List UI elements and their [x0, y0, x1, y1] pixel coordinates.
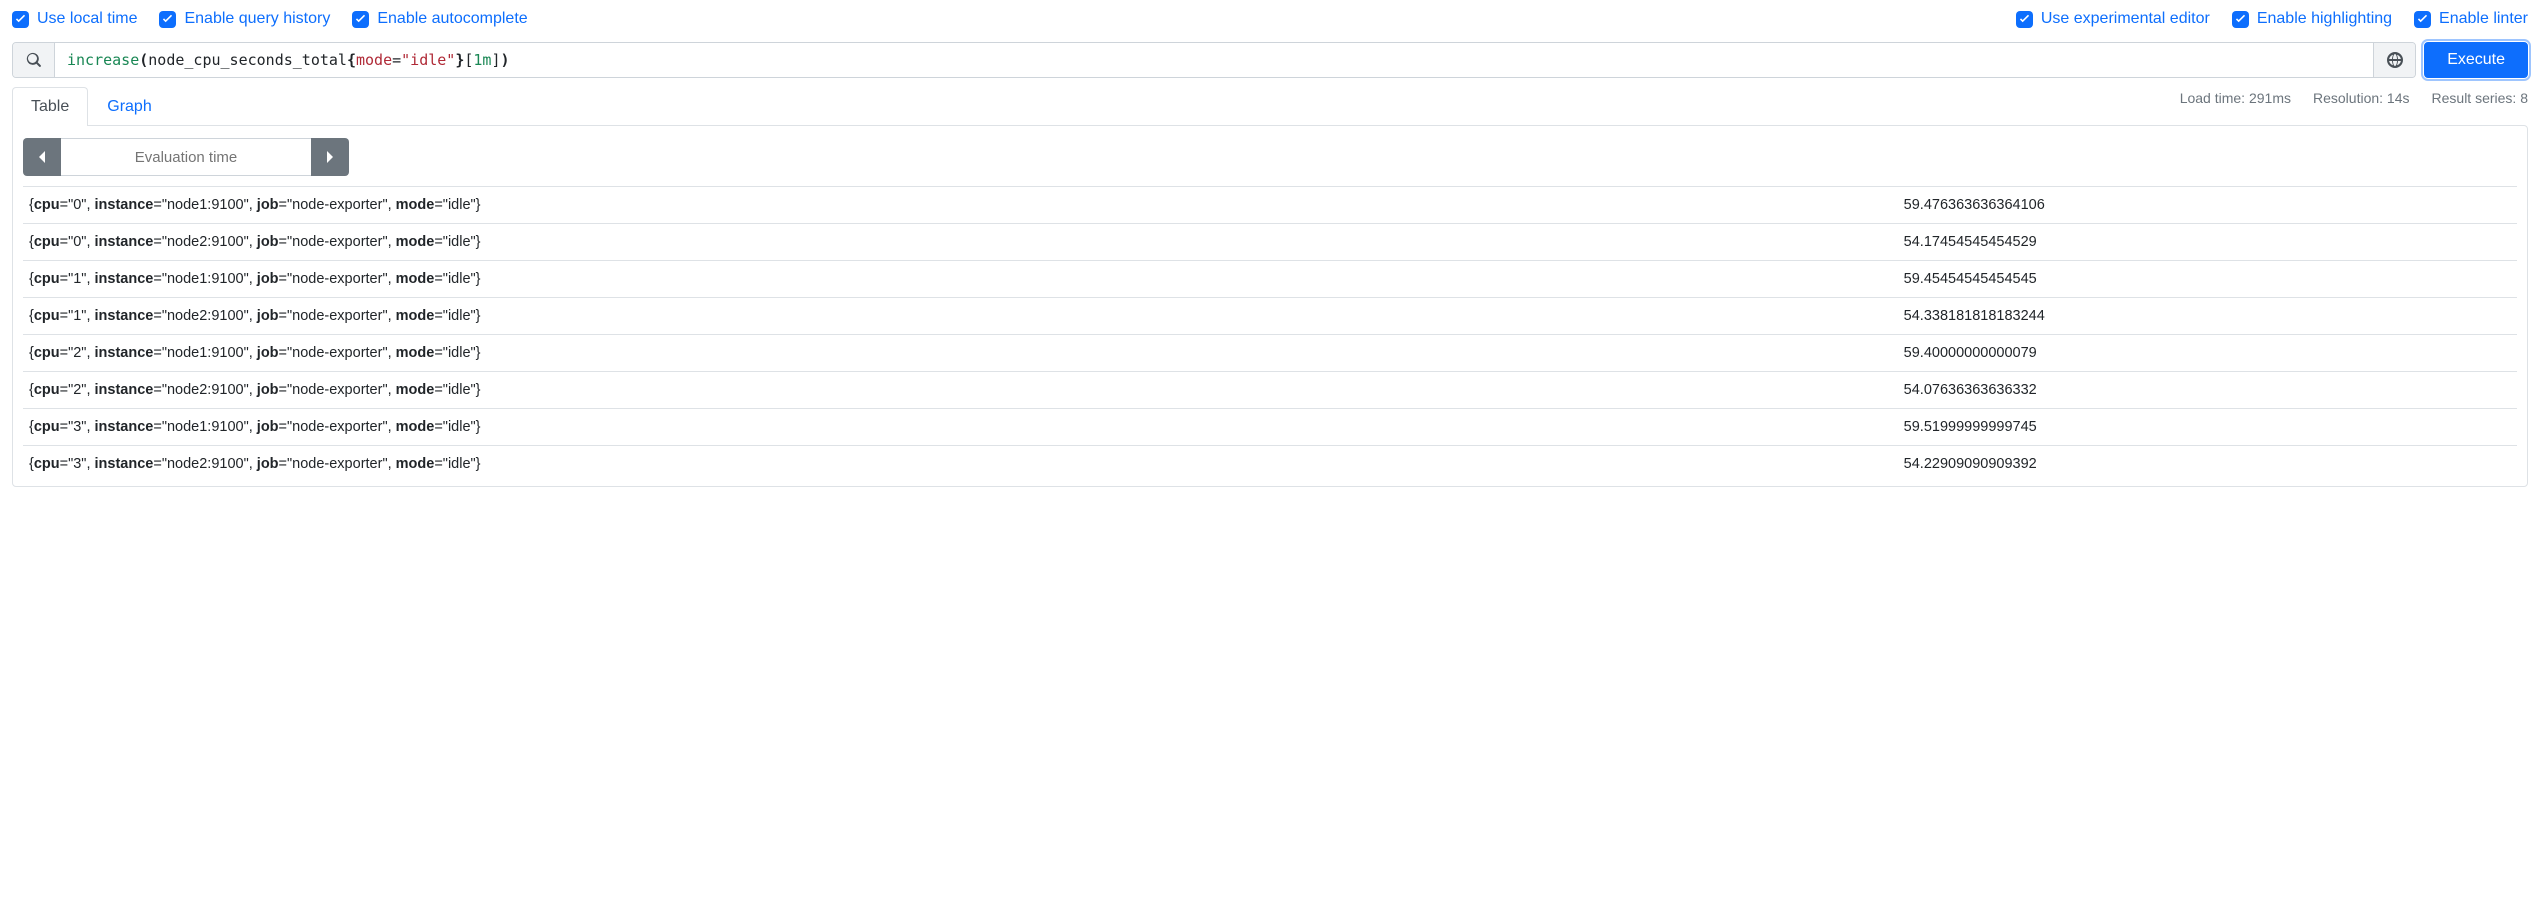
option-checkbox[interactable]: Enable query history — [159, 10, 330, 28]
series-value: 59.45454545454545 — [1898, 261, 2517, 298]
query-token: ] — [491, 51, 500, 69]
query-token: [ — [464, 51, 473, 69]
series-labels: {cpu="3", instance="node1:9100", job="no… — [23, 409, 1898, 446]
table-row: {cpu="1", instance="node1:9100", job="no… — [23, 261, 2517, 298]
search-icon — [13, 43, 55, 77]
execute-button[interactable]: Execute — [2424, 42, 2528, 78]
series-labels: {cpu="1", instance="node2:9100", job="no… — [23, 298, 1898, 335]
query-row: increase(node_cpu_seconds_total{mode="id… — [12, 42, 2528, 78]
series-value: 54.338181818183244 — [1898, 298, 2517, 335]
eval-time-next-button[interactable] — [311, 138, 349, 176]
table-row: {cpu="0", instance="node1:9100", job="no… — [23, 187, 2517, 224]
check-icon — [2414, 11, 2431, 28]
table-row: {cpu="3", instance="node2:9100", job="no… — [23, 446, 2517, 483]
query-token: { — [347, 51, 356, 69]
option-checkbox[interactable]: Enable linter — [2414, 10, 2528, 28]
table-row: {cpu="0", instance="node2:9100", job="no… — [23, 224, 2517, 261]
series-value: 59.40000000000079 — [1898, 335, 2517, 372]
evaluation-time-group — [23, 138, 349, 176]
series-value: 54.22909090909392 — [1898, 446, 2517, 483]
stat-series: Result series: 8 — [2432, 90, 2528, 106]
series-value: 54.17454545454529 — [1898, 224, 2517, 261]
table-row: {cpu="1", instance="node2:9100", job="no… — [23, 298, 2517, 335]
series-labels: {cpu="1", instance="node1:9100", job="no… — [23, 261, 1898, 298]
stat-load-time: Load time: 291ms — [2180, 90, 2291, 106]
check-icon — [159, 11, 176, 28]
tab-table[interactable]: Table — [12, 87, 88, 126]
options-left: Use local time Enable query history Enable… — [12, 10, 528, 28]
option-label: Enable linter — [2439, 10, 2528, 28]
tab-graph[interactable]: Graph — [88, 87, 170, 126]
option-checkbox[interactable]: Use experimental editor — [2016, 10, 2210, 28]
query-token: "idle" — [401, 51, 455, 69]
query-token: = — [392, 51, 401, 69]
query-token: node_cpu_seconds_total — [148, 51, 347, 69]
query-token: mode — [356, 51, 392, 69]
table-row: {cpu="3", instance="node1:9100", job="no… — [23, 409, 2517, 446]
query-stats: Load time: 291ms Resolution: 14s Result … — [171, 86, 2528, 125]
series-value: 59.51999999999745 — [1898, 409, 2517, 446]
table-row: {cpu="2", instance="node1:9100", job="no… — [23, 335, 2517, 372]
series-labels: {cpu="3", instance="node2:9100", job="no… — [23, 446, 1898, 483]
series-labels: {cpu="2", instance="node1:9100", job="no… — [23, 335, 1898, 372]
query-token: } — [455, 51, 464, 69]
query-token: 1m — [473, 51, 491, 69]
option-checkbox[interactable]: Enable autocomplete — [352, 10, 527, 28]
query-token: increase — [67, 51, 139, 69]
check-icon — [2232, 11, 2249, 28]
query-token: ) — [501, 51, 510, 69]
check-icon — [2016, 11, 2033, 28]
options-right: Use experimental editor Enable highlighti… — [2016, 10, 2528, 28]
globe-icon[interactable] — [2373, 43, 2415, 77]
option-label: Enable autocomplete — [377, 10, 527, 28]
results-table: {cpu="0", instance="node1:9100", job="no… — [23, 186, 2517, 482]
series-value: 54.07636363636332 — [1898, 372, 2517, 409]
series-labels: {cpu="2", instance="node2:9100", job="no… — [23, 372, 1898, 409]
query-input-group: increase(node_cpu_seconds_total{mode="id… — [12, 42, 2416, 78]
option-label: Enable highlighting — [2257, 10, 2392, 28]
stat-resolution: Resolution: 14s — [2313, 90, 2410, 106]
evaluation-time-input[interactable] — [61, 138, 311, 176]
series-labels: {cpu="0", instance="node1:9100", job="no… — [23, 187, 1898, 224]
table-row: {cpu="2", instance="node2:9100", job="no… — [23, 372, 2517, 409]
tabs: TableGraph — [12, 86, 171, 125]
check-icon — [12, 11, 29, 28]
promql-input[interactable]: increase(node_cpu_seconds_total{mode="id… — [55, 43, 2373, 77]
option-checkbox[interactable]: Enable highlighting — [2232, 10, 2392, 28]
meta-row: TableGraph Load time: 291ms Resolution: … — [12, 86, 2528, 125]
results-panel: {cpu="0", instance="node1:9100", job="no… — [12, 125, 2528, 487]
series-labels: {cpu="0", instance="node2:9100", job="no… — [23, 224, 1898, 261]
check-icon — [352, 11, 369, 28]
option-label: Use experimental editor — [2041, 10, 2210, 28]
option-label: Use local time — [37, 10, 137, 28]
option-checkbox[interactable]: Use local time — [12, 10, 137, 28]
eval-time-prev-button[interactable] — [23, 138, 61, 176]
options-row: Use local time Enable query history Enable… — [12, 4, 2528, 42]
series-value: 59.476363636364106 — [1898, 187, 2517, 224]
query-token: ( — [139, 51, 148, 69]
option-label: Enable query history — [184, 10, 330, 28]
